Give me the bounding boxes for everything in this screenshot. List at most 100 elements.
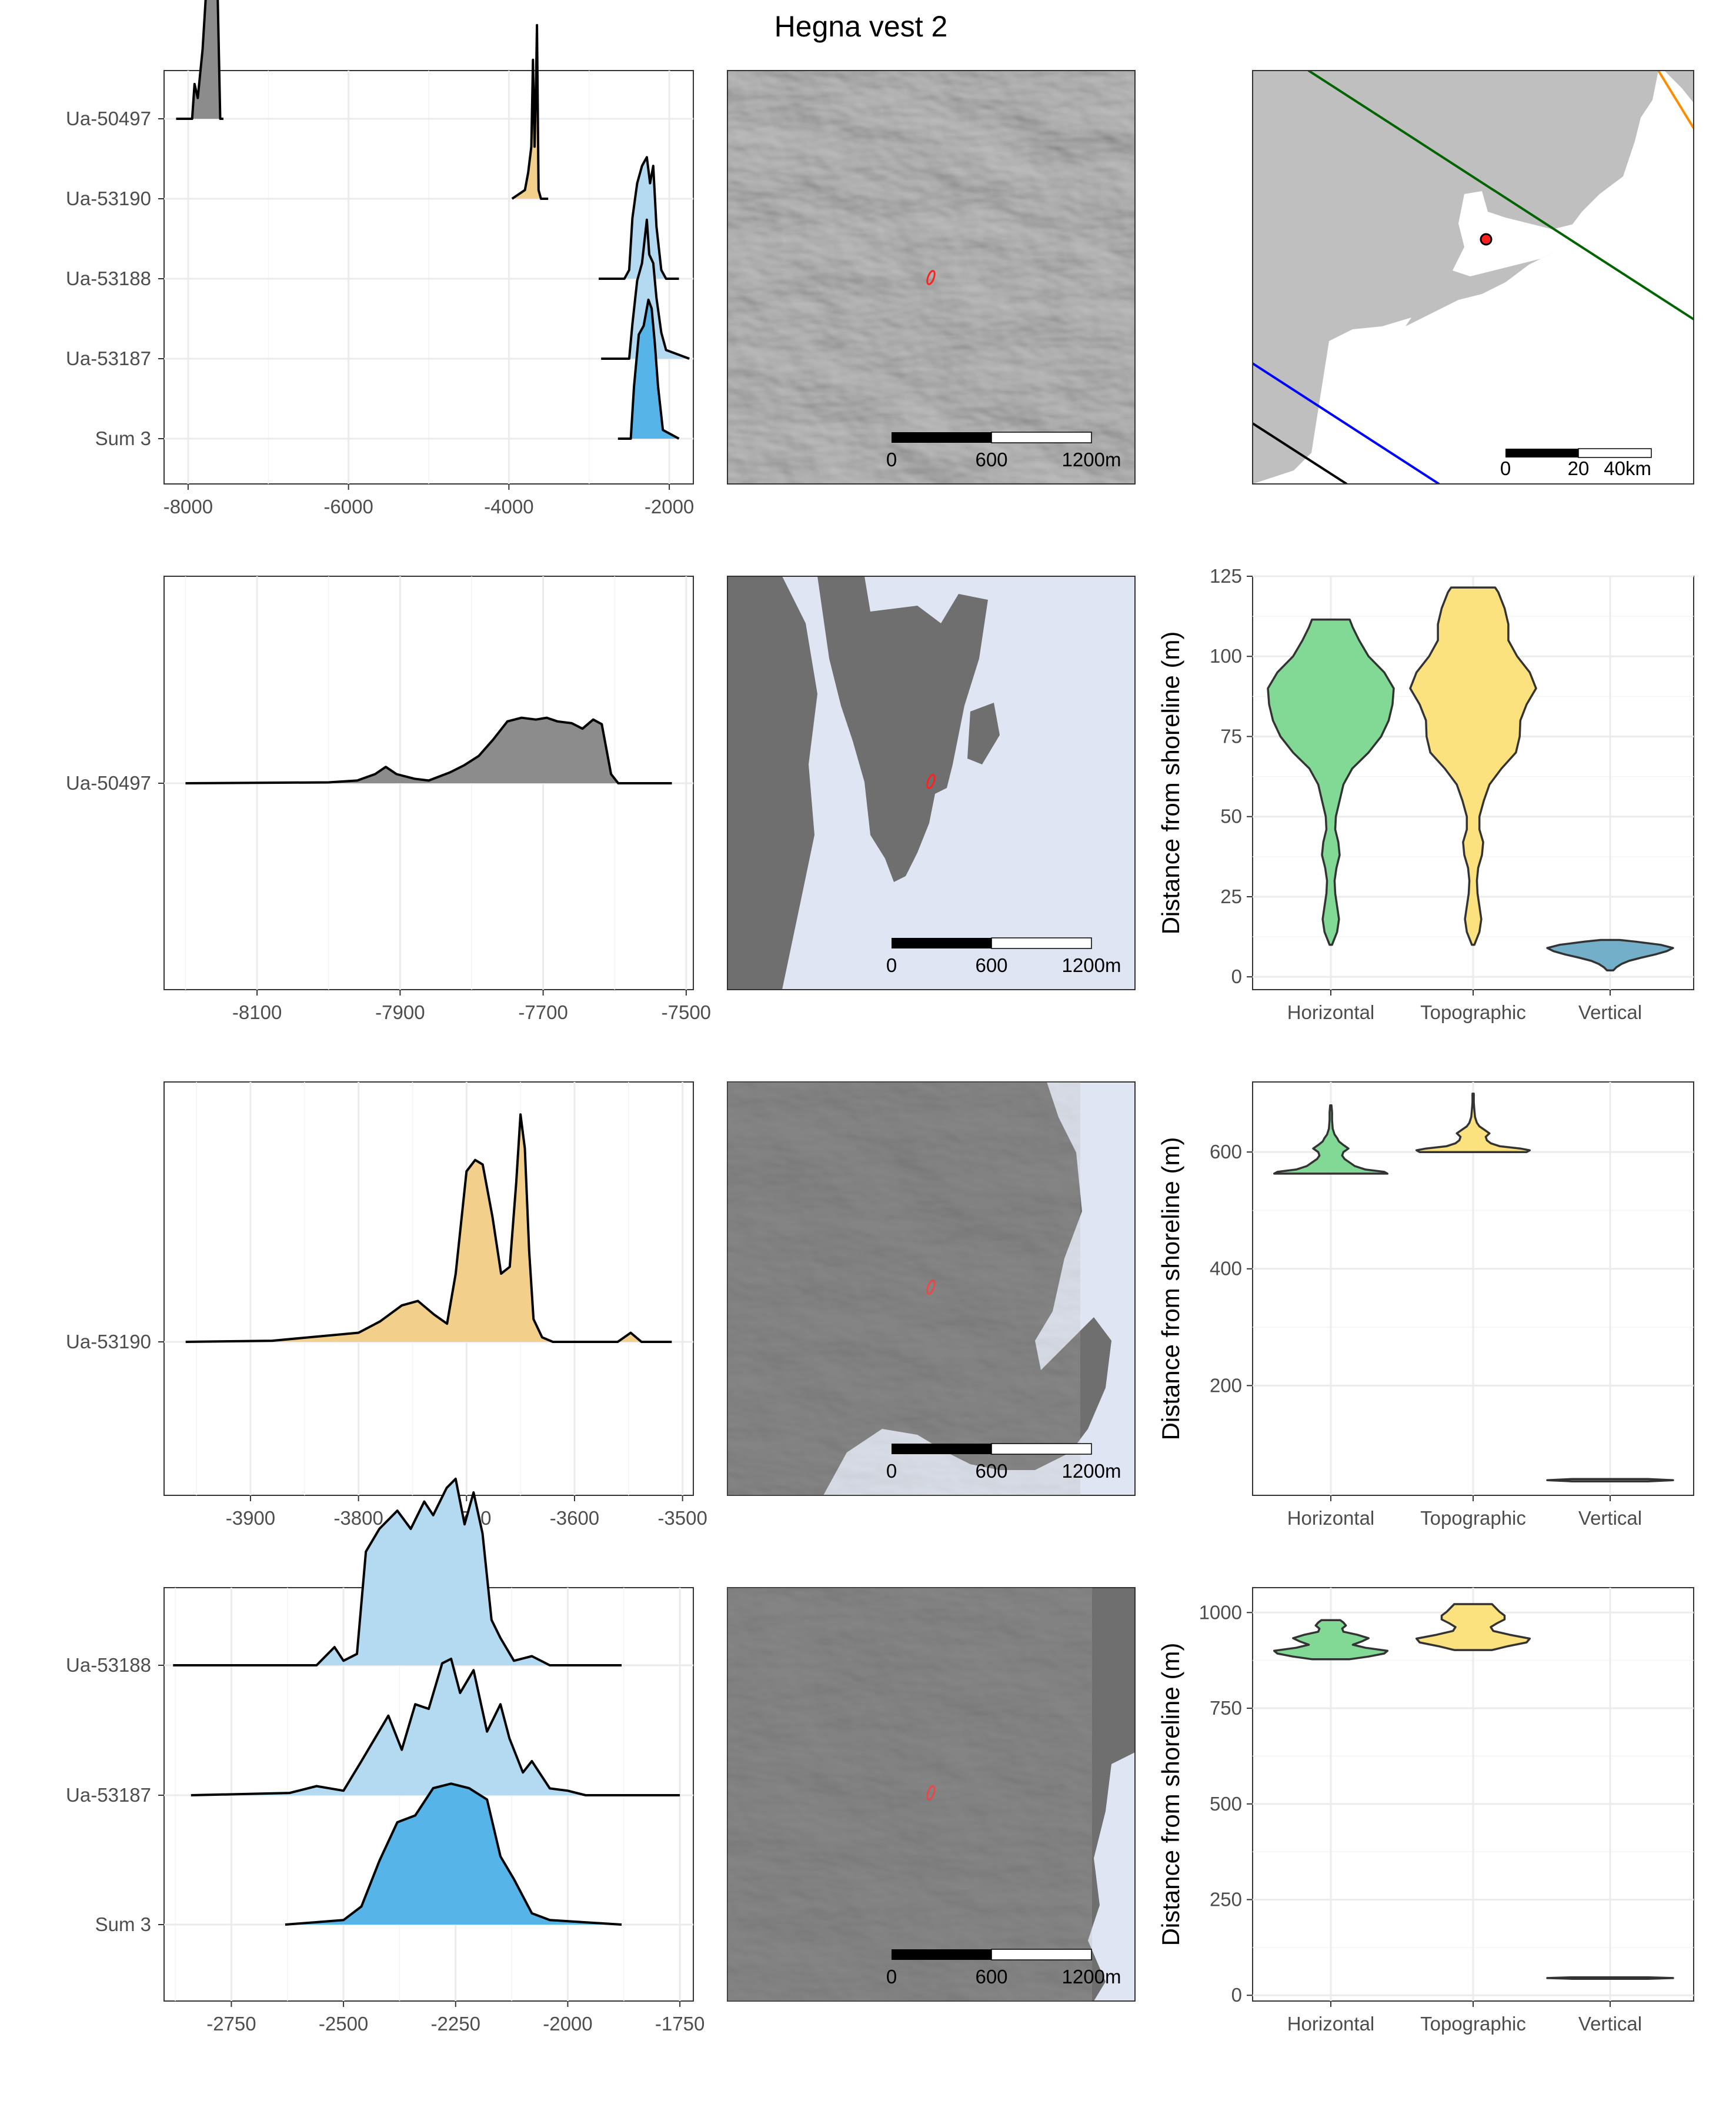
y-tick-label: Ua-53187: [66, 1784, 151, 1806]
scalebar-label-0: 0: [886, 954, 897, 976]
map-panel-2: [727, 576, 1135, 990]
density-line-2: [285, 1782, 622, 1926]
shoreline-isobase-orange: [1657, 71, 1694, 129]
density-line-0: [185, 716, 672, 784]
x-tick-label: -8000: [163, 496, 213, 517]
density-area-3: [601, 219, 690, 359]
x-tick-label: -3500: [657, 1507, 707, 1529]
y-tick-label: 1000: [1199, 1601, 1242, 1623]
violin-topographic: [1415, 1603, 1531, 1651]
density-line-0: [185, 1113, 672, 1343]
density-panel-group: Ua-53188 Ua-53187 Sum 3 -2750 -2500 -2250 -200…: [66, 1477, 705, 2035]
x-tick-label: -2500: [319, 2013, 368, 2035]
figure-title: Hegna vest 2: [774, 10, 948, 43]
density-area-0: [185, 717, 672, 783]
x-tick-label: -8100: [232, 1001, 282, 1023]
x-tick-label: -1750: [655, 2013, 705, 2035]
scalebar-label-1200m: 1200m: [1062, 954, 1121, 976]
x-tick-label: -3900: [226, 1507, 275, 1529]
y-tick-label: Ua-53188: [66, 1654, 151, 1676]
x-tick-label: -2000: [543, 2013, 592, 2035]
violin-horizontal: [1273, 1619, 1389, 1661]
density-area-0: [173, 1478, 622, 1665]
violin-topographic: [1409, 586, 1537, 946]
shoreline-isobase-green: [1307, 71, 1694, 320]
violin-panel-2: 200 400 600 Horizontal Topographic Vertical Di…: [1157, 1081, 1694, 1529]
density-line-2: [599, 156, 679, 280]
x-tick-label: Vertical: [1578, 1507, 1642, 1529]
y-tick-label: 750: [1210, 1697, 1242, 1719]
overview-map: 0 20 40km: [1253, 71, 1694, 484]
density-line-3: [601, 218, 690, 360]
hillshade-relief: [727, 1082, 1080, 1495]
overview-land: [1253, 71, 1694, 484]
scalebar-label-1200m: 1200m: [1062, 449, 1121, 470]
y-tick-label: Ua-53190: [66, 1331, 151, 1352]
overview-map-frame: [1252, 70, 1694, 485]
y-tick-label: Ua-53187: [66, 348, 151, 369]
density-area-1: [191, 1659, 680, 1795]
density-line-1: [191, 1658, 680, 1796]
y-axis-title: Distance from shoreline (m): [1157, 1137, 1184, 1441]
scalebar-label-600: 600: [975, 1966, 1007, 1988]
y-tick-label: Ua-53188: [66, 268, 151, 289]
map-frame: [727, 576, 1136, 990]
x-tick-label: Horizontal: [1287, 2013, 1375, 2035]
scalebar-3: 0 600 1200m: [886, 1443, 1121, 1482]
overview-scalebar-label-20: 20: [1568, 457, 1590, 479]
hillshade-relief: [727, 1588, 1092, 2001]
violin-panel-1: 0 25 50 75 100 125 Horizontal Topographic Vertic…: [1157, 565, 1694, 1023]
x-tick-label: Topographic: [1420, 1507, 1526, 1529]
x-tick-label: Vertical: [1578, 2013, 1642, 2035]
scalebar-label-1200m: 1200m: [1062, 1966, 1121, 1988]
x-tick-label: -7500: [662, 1001, 711, 1023]
scalebar-2: 0 600 1200m: [886, 937, 1121, 976]
y-tick-label: 600: [1210, 1141, 1242, 1163]
overview-scalebar-black: [1505, 449, 1578, 457]
overview-coast-inlet: [1453, 191, 1588, 276]
scalebar-4: 0 600 1200m: [886, 1949, 1121, 1988]
density-area-0: [176, 0, 223, 119]
x-tick-label: -7700: [518, 1001, 567, 1023]
x-tick-label: -6000: [323, 496, 373, 517]
y-tick-label: Sum 3: [95, 1913, 151, 1935]
x-tick-label: Vertical: [1578, 1001, 1642, 1023]
site-point: [1480, 233, 1493, 246]
y-tick-label: 100: [1210, 645, 1242, 667]
x-tick-label: Topographic: [1420, 1001, 1526, 1023]
density-line-0: [176, 0, 223, 120]
x-tick-label: Horizontal: [1287, 1507, 1375, 1529]
x-tick-label: -3800: [333, 1507, 383, 1529]
y-tick-label: Ua-53190: [66, 188, 151, 209]
hillshade-relief: [727, 71, 1135, 484]
x-tick-label: Topographic: [1420, 2013, 1526, 2035]
x-tick-label: -2250: [431, 2013, 480, 2035]
y-tick-label: Ua-50497: [66, 772, 151, 794]
site-marker: [926, 270, 936, 285]
scalebar-label-0: 0: [886, 1460, 897, 1482]
site-marker: [926, 774, 936, 789]
y-tick-label: 200: [1210, 1374, 1242, 1396]
density-line-1: [511, 24, 549, 200]
y-tick-label: 500: [1210, 1793, 1242, 1815]
scalebar-label-0: 0: [886, 1966, 897, 1988]
violin-topographic: [1415, 1093, 1531, 1153]
x-tick-label: -7900: [375, 1001, 425, 1023]
panel-frame: [163, 1081, 694, 1496]
x-tick-label: -2750: [206, 2013, 256, 2035]
scalebar-1: 0 600 1200m: [886, 432, 1121, 470]
y-axis-title: Distance from shoreline (m): [1157, 1643, 1184, 1946]
violin-horizontal: [1267, 618, 1395, 946]
violin-vertical: [1546, 1976, 1674, 1980]
density-panel-ua53190: Ua-53190-3900-3800-3700-3600-3500: [66, 1081, 707, 1529]
y-tick-label: 250: [1210, 1889, 1242, 1910]
violin-horizontal: [1273, 1104, 1389, 1175]
y-tick-label: 0: [1231, 1984, 1242, 2006]
y-tick-label: 50: [1220, 806, 1242, 827]
scalebar-label-600: 600: [975, 954, 1007, 976]
y-tick-label: 0: [1231, 966, 1242, 987]
violin-panel-3: 0 250 500 750 1000 Horizontal Topographic Verti…: [1157, 1587, 1694, 2035]
shoreline-isobase-black: [1253, 422, 1348, 484]
x-tick-label: -2000: [645, 496, 694, 517]
